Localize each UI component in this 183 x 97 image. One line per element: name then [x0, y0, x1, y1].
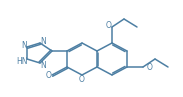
- Text: O: O: [106, 22, 111, 30]
- Text: O: O: [147, 62, 152, 71]
- Text: N: N: [21, 41, 27, 49]
- Text: O: O: [79, 74, 85, 84]
- Text: N: N: [40, 36, 46, 45]
- Text: HN: HN: [16, 56, 28, 65]
- Text: N: N: [40, 61, 46, 69]
- Text: O: O: [46, 71, 52, 80]
